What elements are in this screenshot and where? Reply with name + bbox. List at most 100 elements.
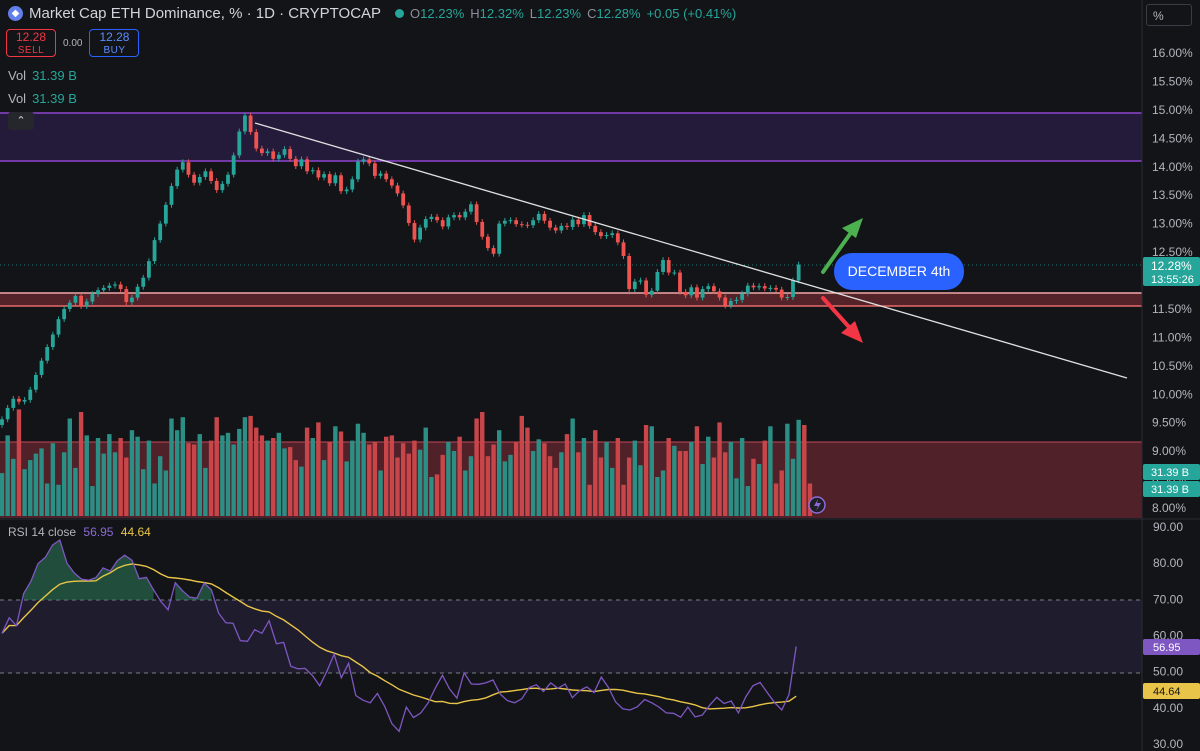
- candle: [384, 173, 389, 180]
- volume-bar: [417, 449, 423, 516]
- volume-bar: [576, 452, 581, 516]
- candle: [514, 220, 519, 225]
- candle: [717, 291, 722, 298]
- volume-bar: [474, 418, 479, 516]
- candle: [209, 171, 213, 181]
- support-zone: [0, 293, 1142, 306]
- volume-bar: [734, 478, 739, 516]
- volume-bar: [751, 458, 756, 516]
- candle: [192, 174, 196, 183]
- volume-bar: [638, 465, 643, 516]
- candle: [469, 204, 473, 212]
- rsi-line: [1, 538, 797, 733]
- candle: [96, 290, 100, 295]
- candle: [621, 242, 626, 257]
- ohlc-change: +0.05 (+0.41%): [646, 6, 737, 21]
- volume-bar: [756, 464, 762, 516]
- volume-bar: [271, 438, 276, 516]
- candle: [644, 280, 648, 295]
- volume-bar: [508, 454, 513, 516]
- candle: [559, 225, 564, 231]
- candle: [672, 272, 677, 274]
- chevron-up-icon: ⌃: [16, 115, 26, 127]
- candle: [785, 296, 790, 298]
- rsi-ma-line: [1, 563, 797, 710]
- candle: [39, 360, 44, 375]
- volume-bar: [610, 467, 615, 516]
- candle: [796, 264, 801, 281]
- rsi-legend[interactable]: RSI 14 close 56.95 44.64: [8, 525, 151, 539]
- candle: [226, 174, 230, 184]
- volume-bar: [61, 452, 67, 516]
- down-arrow-head: [841, 321, 863, 343]
- price-tick-label: 11.00%: [1152, 330, 1192, 344]
- volume-bar: [208, 440, 214, 516]
- candle: [615, 233, 620, 243]
- candle: [316, 170, 321, 178]
- volume-bar: [248, 415, 253, 516]
- candle: [435, 216, 439, 221]
- rsi-value-badge: [1143, 639, 1200, 655]
- symbol-title[interactable]: Market Cap ETH Dominance, % · 1D · CRYPT…: [29, 5, 382, 22]
- volume-bar: [333, 426, 338, 516]
- candle: [17, 398, 21, 402]
- candle: [67, 302, 72, 309]
- candle: [570, 219, 575, 228]
- candle: [344, 189, 349, 192]
- candle: [276, 154, 281, 159]
- candle: [593, 225, 598, 233]
- volume-bar: [773, 483, 779, 516]
- candle: [73, 295, 78, 303]
- candle: [446, 217, 451, 227]
- scale-mode-button[interactable]: %: [1146, 4, 1192, 26]
- volume-bar: [525, 427, 530, 516]
- volume-bar: [423, 427, 428, 516]
- candlestick-series: [0, 112, 801, 428]
- volume-bar: [694, 426, 700, 516]
- price-tick-label: 9.50%: [1152, 416, 1186, 430]
- up-arrow-head: [842, 218, 863, 238]
- price-tick-label: 12.50%: [1152, 245, 1193, 259]
- volume-bar: [547, 456, 553, 516]
- buy-button[interactable]: 12.28 BUY: [89, 29, 140, 57]
- candle: [638, 280, 643, 282]
- volume-legend-2[interactable]: Vol 31.39 B: [8, 91, 77, 106]
- volume-bar: [237, 428, 242, 516]
- candle: [124, 289, 129, 303]
- candle: [491, 248, 496, 254]
- volume-bar: [22, 469, 27, 516]
- candle: [135, 286, 140, 298]
- candle: [525, 224, 530, 226]
- volume-bar: [434, 474, 440, 516]
- volume-bar: [299, 466, 304, 516]
- candle: [373, 163, 377, 176]
- candle: [322, 174, 326, 178]
- volume-bar: [39, 448, 44, 516]
- volume-bar: [677, 451, 683, 516]
- sell-button[interactable]: 12.28 SELL: [6, 29, 56, 57]
- candle: [576, 219, 581, 225]
- volume-bar: [395, 457, 400, 516]
- volume-bar: [604, 441, 609, 516]
- volume-bar: [282, 448, 287, 516]
- candle: [101, 287, 106, 291]
- candle: [519, 224, 524, 226]
- candle: [531, 220, 535, 226]
- candle: [486, 236, 490, 249]
- collapse-legend-button[interactable]: ⌃: [8, 112, 34, 130]
- buy-price: 12.28: [99, 30, 130, 44]
- candle: [627, 256, 632, 290]
- volume-bar: [350, 440, 355, 516]
- ohlc-high: H12.32%: [470, 6, 524, 21]
- candle: [231, 155, 236, 175]
- volume-bar: [451, 451, 457, 516]
- resistance-zone: [0, 113, 1142, 161]
- volume-bar: [468, 456, 474, 516]
- candle: [152, 240, 157, 262]
- volume-legend[interactable]: Vol 31.39 B: [8, 68, 77, 83]
- candle: [791, 280, 795, 297]
- volume-bar: [593, 430, 598, 516]
- volume-bar: [129, 430, 135, 516]
- rsi-tick-label: 40.00: [1153, 701, 1183, 715]
